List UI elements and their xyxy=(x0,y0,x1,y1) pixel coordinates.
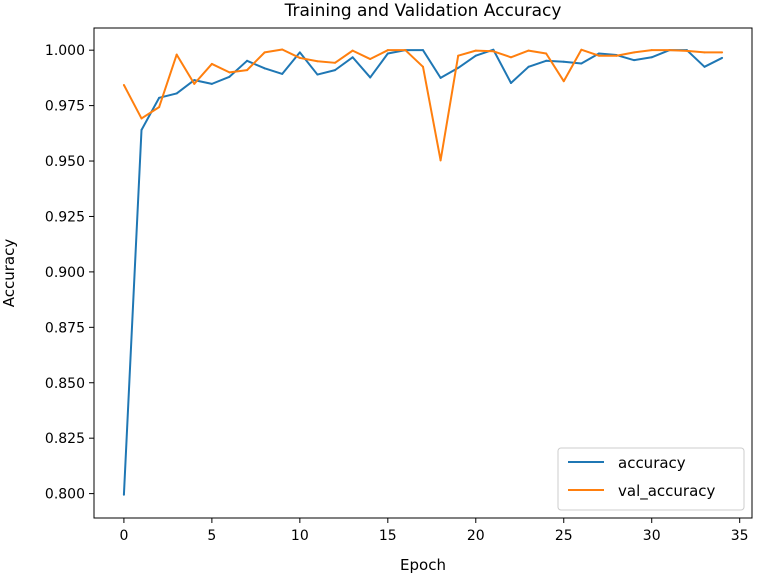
plot-area-frame xyxy=(93,27,753,519)
data-point-val-accuracy xyxy=(615,54,618,57)
data-point-accuracy xyxy=(580,62,583,65)
data-point-accuracy xyxy=(369,76,372,79)
y-tick-label: 0.900 xyxy=(45,265,85,281)
data-point-val-accuracy xyxy=(633,51,636,54)
data-point-accuracy xyxy=(492,48,495,51)
data-point-val-accuracy xyxy=(404,49,407,52)
data-point-accuracy xyxy=(509,81,512,84)
data-point-val-accuracy xyxy=(386,49,389,52)
data-point-accuracy xyxy=(439,76,442,79)
data-point-val-accuracy xyxy=(298,56,301,59)
data-point-val-accuracy xyxy=(509,56,512,59)
data-point-val-accuracy xyxy=(210,62,213,65)
plot-lines xyxy=(122,48,724,496)
x-axis-label: Epoch xyxy=(400,556,446,574)
data-point-accuracy xyxy=(597,52,600,55)
data-point-val-accuracy xyxy=(158,106,161,109)
data-point-val-accuracy xyxy=(122,83,125,86)
series-line-accuracy xyxy=(122,48,723,495)
data-point-val-accuracy xyxy=(650,49,653,52)
x-tick-label: 20 xyxy=(467,528,485,544)
data-point-accuracy xyxy=(545,59,548,62)
y-tick-label: 0.975 xyxy=(45,99,85,115)
legend: accuracy val_accuracy xyxy=(557,447,745,511)
x-tick-label: 35 xyxy=(731,528,749,544)
legend-label-val-accuracy: val_accuracy xyxy=(618,482,716,501)
data-point-val-accuracy xyxy=(193,82,196,85)
y-tick-label: 0.825 xyxy=(45,431,85,447)
data-point-accuracy xyxy=(351,56,354,59)
y-tick-label: 0.800 xyxy=(45,487,85,503)
data-point-val-accuracy xyxy=(246,69,249,72)
data-point-val-accuracy xyxy=(175,53,178,56)
x-tick-label: 15 xyxy=(379,528,397,544)
chart-title: Training and Validation Accuracy xyxy=(284,1,562,21)
data-point-val-accuracy xyxy=(474,49,477,52)
y-tick-label: 0.850 xyxy=(45,376,85,392)
data-point-val-accuracy xyxy=(140,117,143,120)
data-point-accuracy xyxy=(140,128,143,131)
data-point-accuracy xyxy=(316,73,319,76)
data-point-val-accuracy xyxy=(334,61,337,64)
data-point-accuracy xyxy=(721,56,724,59)
data-point-val-accuracy xyxy=(668,49,671,52)
data-point-val-accuracy xyxy=(439,159,442,162)
x-tick-label: 25 xyxy=(555,528,573,544)
data-point-val-accuracy xyxy=(703,51,706,54)
data-point-accuracy xyxy=(228,75,231,78)
data-point-val-accuracy xyxy=(562,80,565,83)
legend-label-accuracy: accuracy xyxy=(618,454,686,472)
data-point-val-accuracy xyxy=(351,49,354,52)
data-point-accuracy xyxy=(263,67,266,70)
y-tick-label: 0.950 xyxy=(45,154,85,170)
data-point-accuracy xyxy=(122,493,125,496)
data-point-accuracy xyxy=(193,79,196,82)
data-point-accuracy xyxy=(474,54,477,57)
legend-box xyxy=(557,447,745,511)
data-point-val-accuracy xyxy=(263,51,266,54)
data-point-val-accuracy xyxy=(316,60,319,63)
data-point-val-accuracy xyxy=(545,52,548,55)
data-point-val-accuracy xyxy=(685,49,688,52)
data-point-accuracy xyxy=(650,56,653,59)
y-axis: 0.800 0.825 0.850 0.875 0.900 0.925 0.950 0.975… xyxy=(45,43,94,503)
data-point-val-accuracy xyxy=(721,51,724,54)
data-point-accuracy xyxy=(175,92,178,95)
data-point-accuracy xyxy=(562,60,565,63)
data-point-accuracy xyxy=(457,66,460,69)
data-point-val-accuracy xyxy=(457,54,460,57)
x-tick-label: 5 xyxy=(207,528,216,544)
y-tick-label: 0.875 xyxy=(45,320,85,336)
data-point-val-accuracy xyxy=(527,49,530,52)
data-point-accuracy xyxy=(281,72,284,75)
x-tick-label: 10 xyxy=(291,528,309,544)
x-tick-label: 30 xyxy=(643,528,661,544)
data-point-accuracy xyxy=(703,65,706,68)
data-point-val-accuracy xyxy=(492,50,495,53)
data-point-accuracy xyxy=(527,65,530,68)
data-point-accuracy xyxy=(298,51,301,54)
data-point-accuracy xyxy=(158,96,161,99)
data-point-val-accuracy xyxy=(281,48,284,51)
y-tick-label: 1.000 xyxy=(45,43,85,59)
data-point-val-accuracy xyxy=(228,71,231,74)
data-point-accuracy xyxy=(386,52,389,55)
data-point-accuracy xyxy=(246,59,249,62)
data-point-val-accuracy xyxy=(580,48,583,51)
data-point-accuracy xyxy=(334,69,337,72)
data-point-val-accuracy xyxy=(422,65,424,68)
data-point-accuracy xyxy=(422,49,424,52)
x-axis: 0 5 10 15 20 25 30 35 xyxy=(119,518,749,544)
y-axis-label: Accuracy xyxy=(0,239,18,308)
data-point-accuracy xyxy=(633,59,636,62)
x-tick-label: 0 xyxy=(119,528,128,544)
data-point-accuracy xyxy=(210,82,213,85)
y-tick-label: 0.925 xyxy=(45,209,85,225)
data-point-val-accuracy xyxy=(597,54,600,57)
data-point-val-accuracy xyxy=(369,58,372,61)
